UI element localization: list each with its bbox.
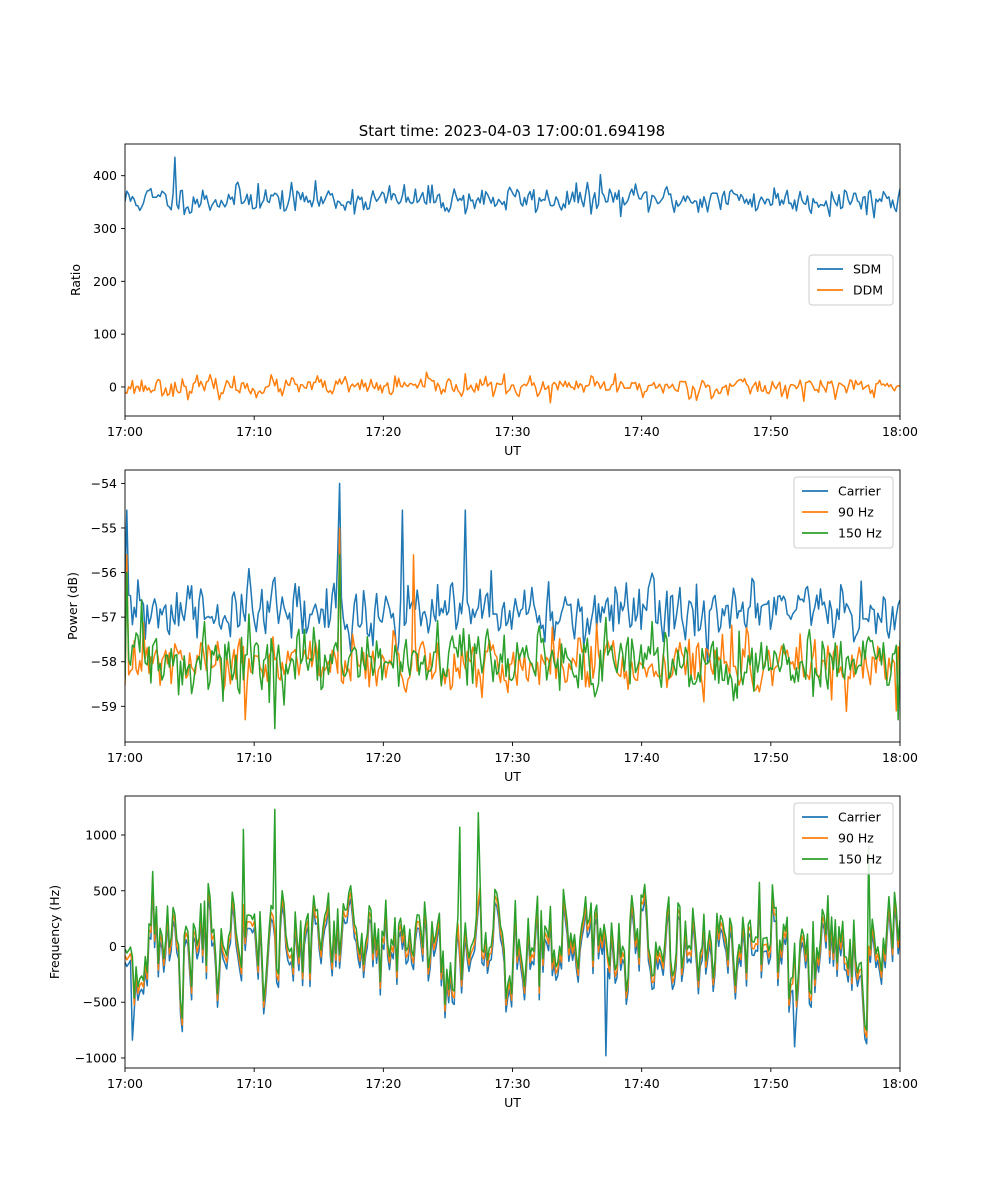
y-tick-label: −56 <box>91 565 117 580</box>
panel-3: 17:00 17:10 17:20 17:30 17:40 17:50 18:00 −1000… <box>47 795 918 1110</box>
y-axis-label: Frequency (Hz) <box>47 885 62 979</box>
x-tick-label: 17:00 <box>107 424 143 439</box>
x-tick-label: 17:10 <box>236 424 272 439</box>
series-line-sdm <box>125 156 900 219</box>
x-tick-label: 17:10 <box>236 750 272 765</box>
legend-entry: 90 Hz <box>838 505 874 520</box>
y-tick-label: −58 <box>91 654 117 669</box>
y-tick-label: −54 <box>91 476 117 491</box>
y-tick-label: −500 <box>83 995 117 1010</box>
x-tick-label: 17:00 <box>107 1076 143 1091</box>
x-tick-label: 17:30 <box>494 1076 530 1091</box>
legend: Carrier 90 Hz 150 Hz <box>793 802 894 875</box>
x-tick-label: 18:00 <box>882 750 918 765</box>
series-line-150-hz <box>125 553 900 730</box>
y-tick-label: 500 <box>93 883 117 898</box>
series-group <box>125 482 900 730</box>
x-tick-label: 17:20 <box>365 424 401 439</box>
series-group <box>125 808 900 1057</box>
x-axis-label: UT <box>504 769 521 784</box>
y-tick-label: 1000 <box>85 828 117 843</box>
y-tick-label: 200 <box>93 274 117 289</box>
y-axis-label: Ratio <box>68 264 83 296</box>
series-group <box>125 156 900 404</box>
legend-entry: 90 Hz <box>838 831 874 846</box>
legend-box <box>808 254 894 306</box>
y-tick-label: −59 <box>91 699 117 714</box>
y-tick-label: 300 <box>93 221 117 236</box>
legend: Carrier 90 Hz 150 Hz <box>793 476 894 549</box>
x-tick-label: 17:20 <box>365 1076 401 1091</box>
x-tick-label: 17:30 <box>494 750 530 765</box>
chart-title: Start time: 2023-04-03 17:00:01.694198 <box>359 122 665 140</box>
y-tick-label: 100 <box>93 327 117 342</box>
legend-box <box>793 476 894 549</box>
legend-entry: Carrier <box>838 810 882 825</box>
x-tick-label: 17:40 <box>624 424 660 439</box>
x-tick-label: 17:00 <box>107 750 143 765</box>
x-tick-label: 17:40 <box>624 750 660 765</box>
x-tick-label: 17:40 <box>624 1076 660 1091</box>
y-tick-label: 0 <box>109 939 117 954</box>
x-axis-label: UT <box>504 1095 521 1110</box>
series-line-ddm <box>125 371 900 404</box>
x-tick-label: 17:50 <box>753 424 789 439</box>
legend: SDM DDM <box>808 254 894 306</box>
x-axis-label: UT <box>504 443 521 458</box>
x-tick-label: 17:50 <box>753 750 789 765</box>
x-tick-label: 17:30 <box>494 424 530 439</box>
legend-entry: Carrier <box>838 484 882 499</box>
x-tick-label: 17:10 <box>236 1076 272 1091</box>
y-tick-label: −55 <box>91 520 117 535</box>
panel-1: 17:00 17:10 17:20 17:30 17:40 17:50 18:00 0 100 2… <box>68 143 918 458</box>
y-axis-label: Power (dB) <box>65 572 80 640</box>
x-tick-label: 17:50 <box>753 1076 789 1091</box>
x-tick-label: 18:00 <box>882 424 918 439</box>
series-line-carrier <box>125 482 900 664</box>
y-tick-label: −1000 <box>75 1050 117 1065</box>
series-line-150-hz <box>125 808 900 1032</box>
panel-2: 17:00 17:10 17:20 17:30 17:40 17:50 18:00 −59 −5… <box>65 469 918 784</box>
legend-entry: SDM <box>853 262 881 277</box>
y-tick-label: −57 <box>91 610 117 625</box>
y-tick-label: 400 <box>93 168 117 183</box>
legend-entry: DDM <box>853 283 883 298</box>
legend-entry: 150 Hz <box>838 526 882 541</box>
legend-entry: 150 Hz <box>838 852 882 867</box>
legend-box <box>793 802 894 875</box>
y-tick-label: 0 <box>109 379 117 394</box>
x-tick-label: 18:00 <box>882 1076 918 1091</box>
x-tick-label: 17:20 <box>365 750 401 765</box>
axes-frame <box>124 143 901 417</box>
panels: 17:00 17:10 17:20 17:30 17:40 17:50 18:00 0 100 2… <box>47 143 918 1110</box>
